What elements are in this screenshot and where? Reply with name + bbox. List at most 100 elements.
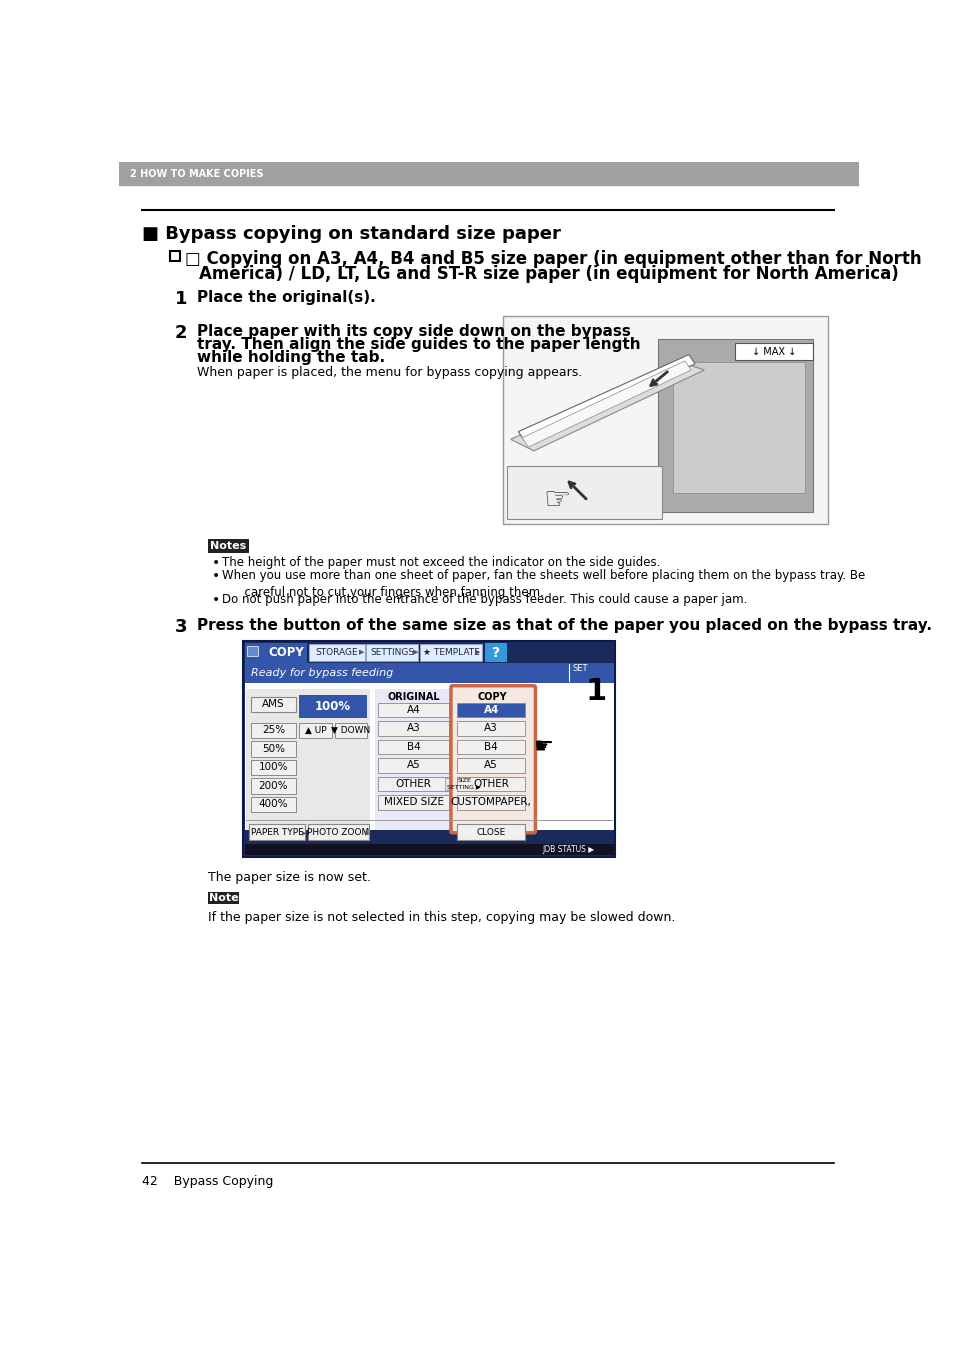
Bar [375, 689, 452, 830]
Polygon shape [517, 354, 695, 440]
Bar [377, 777, 449, 792]
Text: □ Copying on A3, A4, B4 and B5 size paper (in equipment other than for North: □ Copying on A3, A4, B4 and B5 size pape… [185, 250, 921, 267]
Text: A5: A5 [406, 761, 420, 770]
Text: ▶: ▶ [475, 650, 480, 655]
Bar [251, 697, 295, 712]
Text: SETTINGS: SETTINGS [370, 648, 414, 657]
Text: PHOTO ZOOM: PHOTO ZOOM [307, 828, 370, 836]
Text: Do not push paper into the entrance of the bypass feeder. This could cause a pap: Do not push paper into the entrance of t… [222, 593, 747, 607]
Text: •: • [212, 570, 220, 584]
Bar [444, 778, 483, 790]
Text: A3: A3 [484, 723, 497, 734]
Text: ▲ UP: ▲ UP [304, 725, 326, 735]
Bar [377, 758, 449, 773]
Text: ▶: ▶ [301, 831, 306, 836]
Text: ★ TEMPLATE: ★ TEMPLATE [422, 648, 478, 657]
Bar [246, 689, 370, 830]
Text: A4: A4 [406, 705, 420, 715]
Text: MIXED SIZE: MIXED SIZE [383, 797, 443, 808]
Text: 100%: 100% [314, 700, 351, 713]
Text: Notes: Notes [211, 540, 247, 551]
Text: Place the original(s).: Place the original(s). [196, 290, 375, 305]
Text: Place paper with its copy side down on the bypass: Place paper with its copy side down on t… [196, 324, 630, 339]
Text: 400%: 400% [258, 800, 288, 809]
Text: 2: 2 [174, 324, 187, 342]
Bar [456, 824, 525, 840]
Text: ORIGINAL: ORIGINAL [387, 692, 439, 701]
Bar [208, 539, 249, 553]
Bar [298, 723, 332, 738]
Bar [456, 758, 525, 773]
Text: ▶: ▶ [365, 831, 369, 836]
Text: COPY: COPY [268, 646, 303, 659]
Text: OTHER: OTHER [473, 780, 509, 789]
Bar [245, 682, 613, 830]
Text: 100%: 100% [258, 762, 288, 773]
Text: CUSTOMPAPER,: CUSTOMPAPER, [451, 797, 531, 808]
Text: •: • [212, 593, 220, 608]
Text: Ready for bypass feeding: Ready for bypass feeding [251, 667, 393, 678]
Text: SET: SET [572, 663, 587, 673]
Bar [251, 778, 295, 793]
Text: ▶: ▶ [413, 650, 417, 655]
Bar [365, 644, 418, 661]
Text: 1: 1 [584, 677, 606, 707]
Text: When paper is placed, the menu for bypass copying appears.: When paper is placed, the menu for bypas… [196, 366, 581, 380]
Text: Press the button of the same size as that of the paper you placed on the bypass : Press the button of the same size as tha… [196, 617, 931, 634]
Text: A5: A5 [484, 761, 497, 770]
Text: ▼ DOWN: ▼ DOWN [331, 725, 370, 735]
Text: ☛: ☛ [533, 736, 553, 757]
Text: JOB STATUS ▶: JOB STATUS ▶ [542, 846, 594, 854]
Bar [506, 466, 661, 519]
Text: PAPER TYPE: PAPER TYPE [251, 828, 303, 836]
Bar [502, 316, 827, 524]
Bar [456, 721, 525, 736]
Bar [249, 824, 305, 840]
Bar [484, 643, 506, 662]
Text: 50%: 50% [262, 744, 285, 754]
Bar [456, 777, 525, 792]
Bar [247, 646, 257, 655]
Text: •: • [212, 557, 220, 570]
Text: ■ Bypass copying on standard size paper: ■ Bypass copying on standard size paper [142, 226, 560, 243]
Text: OTHER: OTHER [395, 780, 432, 789]
Text: The height of the paper must not exceed the indicator on the side guides.: The height of the paper must not exceed … [222, 557, 660, 569]
Bar [243, 642, 615, 857]
Bar [171, 251, 179, 261]
Bar [456, 794, 525, 809]
Text: 3: 3 [174, 617, 187, 636]
Bar [245, 643, 307, 662]
Text: COPY: COPY [477, 692, 507, 701]
Text: ?: ? [492, 646, 499, 659]
Text: A4: A4 [483, 705, 498, 715]
Text: B4: B4 [484, 742, 497, 753]
Text: 42    Bypass Copying: 42 Bypass Copying [142, 1175, 274, 1189]
Polygon shape [510, 362, 703, 451]
Bar [456, 739, 525, 754]
Text: CLOSE: CLOSE [476, 828, 505, 836]
Text: ☞: ☞ [543, 486, 570, 516]
Bar [419, 644, 481, 661]
Bar [308, 824, 369, 840]
Text: ▶: ▶ [358, 650, 364, 655]
Bar [251, 797, 295, 812]
Bar [456, 703, 525, 717]
Bar [251, 723, 295, 738]
Text: 1: 1 [174, 290, 187, 308]
Bar [335, 723, 367, 738]
Bar [377, 739, 449, 754]
Text: 200%: 200% [258, 781, 288, 790]
Text: The paper size is now set.: The paper size is now set. [208, 870, 371, 884]
Bar [658, 339, 812, 512]
Text: SIZE
SETTING ▶: SIZE SETTING ▶ [447, 778, 480, 789]
Bar [208, 892, 239, 904]
Bar [251, 759, 295, 775]
Bar [245, 662, 613, 682]
Text: America) / LD, LT, LG and ST-R size paper (in equipment for North America): America) / LD, LT, LG and ST-R size pape… [199, 265, 898, 282]
Bar [251, 742, 295, 757]
Text: Note: Note [209, 893, 238, 904]
Text: When you use more than one sheet of paper, fan the sheets well before placing th: When you use more than one sheet of pape… [222, 570, 864, 600]
Text: STORAGE: STORAGE [315, 648, 358, 657]
Bar [377, 794, 449, 809]
Text: while holding the tab.: while holding the tab. [196, 350, 384, 365]
